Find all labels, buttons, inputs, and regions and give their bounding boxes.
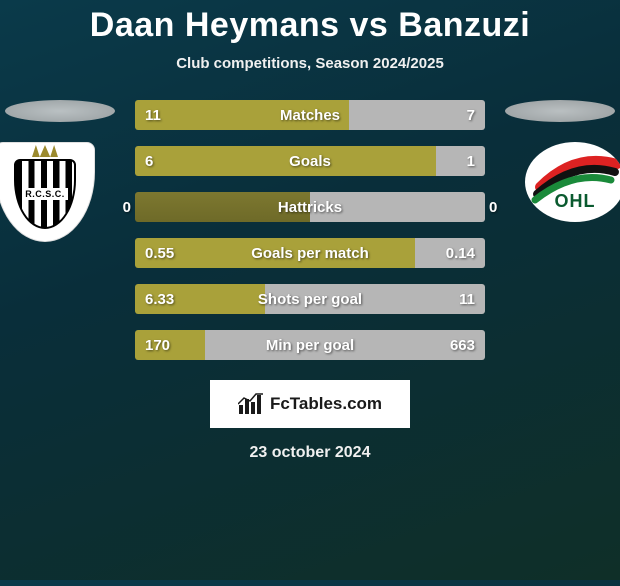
left-club-short: R.C.S.C. — [22, 188, 68, 200]
left-shadow-ellipse — [5, 100, 115, 122]
stat-row: Matches117 — [135, 100, 485, 130]
left-club-badge: R.C.S.C. — [0, 142, 95, 242]
stat-row: Hattricks00 — [135, 192, 485, 222]
stat-value-right: 11 — [459, 284, 475, 314]
stat-bar-right — [265, 284, 486, 314]
stat-bar-left — [135, 192, 310, 222]
branding-badge: FcTables.com — [210, 380, 410, 428]
stat-value-right: 0 — [489, 192, 515, 222]
stat-row: Min per goal170663 — [135, 330, 485, 360]
branding-text: FcTables.com — [270, 394, 382, 414]
stat-row: Shots per goal6.3311 — [135, 284, 485, 314]
right-shadow-ellipse — [505, 100, 615, 122]
stat-value-right: 663 — [450, 330, 475, 360]
stat-bar-left — [135, 146, 436, 176]
stat-value-right: 1 — [467, 146, 475, 176]
stat-bar-right — [436, 146, 485, 176]
shield-icon: R.C.S.C. — [14, 159, 76, 229]
right-club-short: OHL — [525, 191, 620, 212]
stat-bar-right — [205, 330, 485, 360]
stat-bar-right — [310, 192, 485, 222]
bar-chart-icon — [238, 393, 264, 415]
right-club-badge: OHL — [525, 142, 620, 222]
stat-value-left: 11 — [145, 100, 161, 130]
right-club-column: OHL — [500, 100, 620, 222]
stat-bar-right — [349, 100, 486, 130]
stat-row: Goals per match0.550.14 — [135, 238, 485, 268]
stat-value-right: 7 — [467, 100, 475, 130]
stat-value-left: 0.55 — [145, 238, 174, 268]
crown-icon — [32, 145, 58, 157]
stat-value-left: 6 — [145, 146, 153, 176]
page-title: Daan Heymans vs Banzuzi — [0, 6, 620, 45]
stat-value-left: 170 — [145, 330, 170, 360]
stat-value-left: 0 — [105, 192, 131, 222]
stat-bar-left — [135, 238, 415, 268]
stat-value-right: 0.14 — [446, 238, 475, 268]
subtitle: Club competitions, Season 2024/2025 — [0, 55, 620, 72]
comparison-stage: R.C.S.C. OHL Matches117Goals61Hattricks0… — [0, 100, 620, 360]
stat-value-left: 6.33 — [145, 284, 174, 314]
stat-bar-left — [135, 100, 349, 130]
left-club-column: R.C.S.C. — [0, 100, 120, 242]
footer-date: 23 october 2024 — [0, 444, 620, 462]
stat-row: Goals61 — [135, 146, 485, 176]
stat-bars: Matches117Goals61Hattricks00Goals per ma… — [135, 100, 485, 360]
